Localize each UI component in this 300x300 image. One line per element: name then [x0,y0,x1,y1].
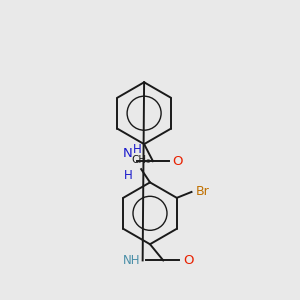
Text: Br: Br [196,185,210,199]
Text: N: N [123,147,132,160]
Text: O: O [173,155,183,168]
Text: NH: NH [123,254,140,267]
Text: O: O [183,254,194,267]
Text: CH₃: CH₃ [131,155,151,165]
Text: H: H [132,143,141,156]
Text: H: H [124,169,132,182]
